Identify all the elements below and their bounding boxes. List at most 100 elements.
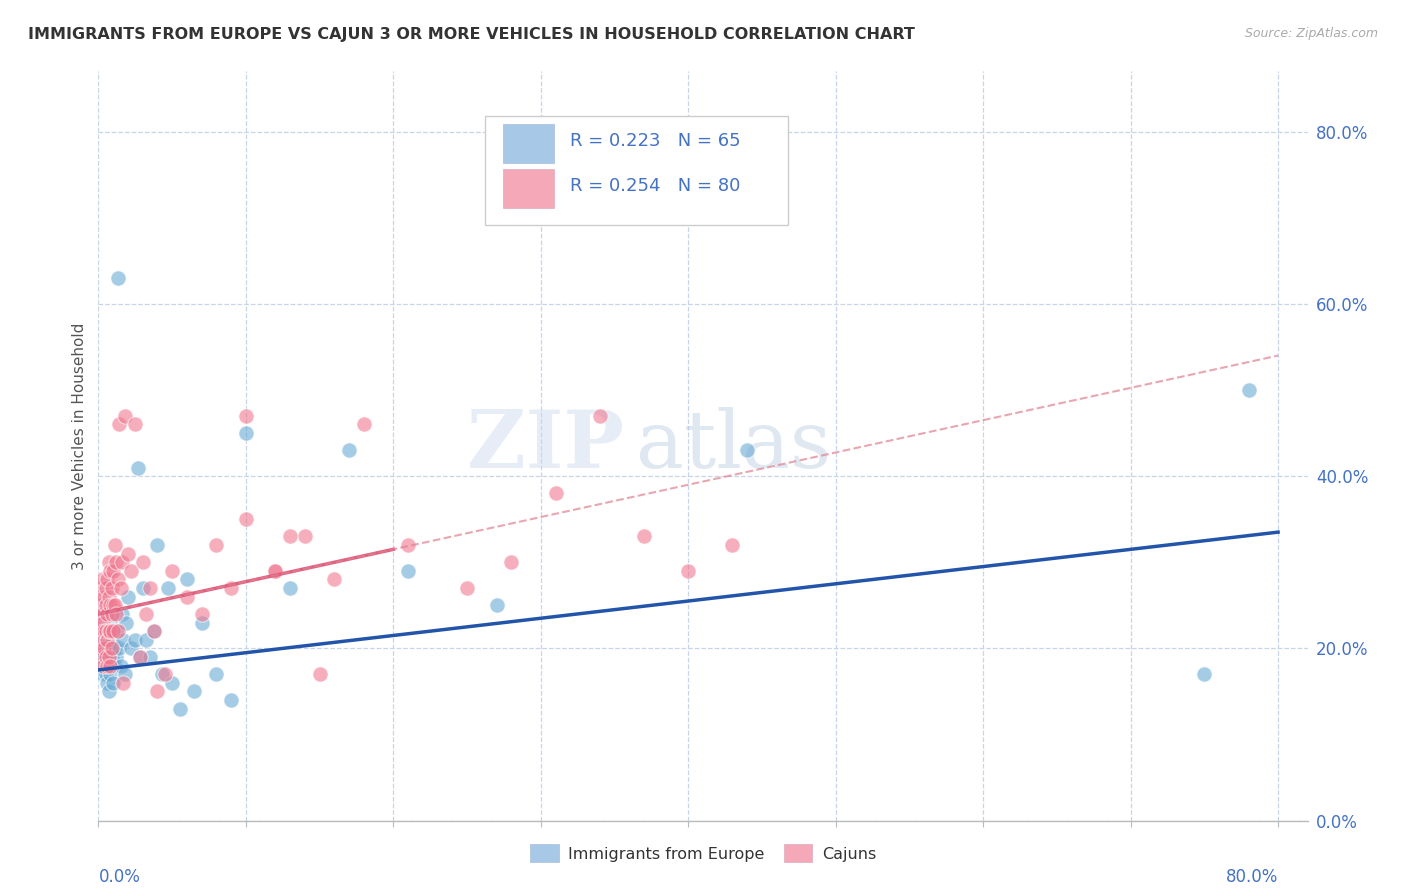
Point	[96, 658, 118, 673]
Text: 0.0%: 0.0%	[98, 868, 141, 886]
Text: R = 0.223   N = 65: R = 0.223 N = 65	[569, 132, 741, 150]
Point	[128, 650, 150, 665]
Point	[101, 564, 124, 578]
Point	[97, 658, 120, 673]
Point	[110, 581, 132, 595]
Point	[98, 667, 121, 681]
Text: ZIP: ZIP	[467, 407, 624, 485]
Point	[90, 581, 112, 595]
Point	[91, 624, 114, 639]
Point	[146, 538, 169, 552]
Point	[219, 693, 242, 707]
Point	[176, 590, 198, 604]
Point	[153, 667, 176, 681]
Point	[219, 581, 242, 595]
Point	[396, 538, 419, 552]
Point	[91, 667, 114, 681]
Point	[100, 581, 122, 595]
Point	[264, 564, 287, 578]
Legend: Immigrants from Europe, Cajuns: Immigrants from Europe, Cajuns	[523, 838, 883, 869]
Point	[91, 658, 114, 673]
Point	[93, 641, 115, 656]
Point	[337, 443, 360, 458]
Point	[112, 632, 135, 647]
Point	[98, 564, 121, 578]
Point	[127, 460, 149, 475]
FancyBboxPatch shape	[503, 169, 554, 208]
Point	[235, 409, 257, 423]
Point	[104, 658, 127, 673]
Point	[91, 650, 114, 665]
Point	[89, 658, 111, 673]
Point	[139, 650, 162, 665]
Point	[294, 529, 316, 543]
Point	[90, 599, 112, 613]
Point	[183, 684, 205, 698]
Point	[456, 581, 478, 595]
Point	[190, 607, 212, 621]
Point	[150, 667, 173, 681]
Point	[96, 676, 118, 690]
Point	[89, 615, 111, 630]
Point	[131, 581, 153, 595]
Point	[93, 590, 115, 604]
Point	[90, 641, 112, 656]
Point	[94, 641, 117, 656]
Point	[96, 573, 118, 587]
Point	[91, 632, 114, 647]
Point	[97, 624, 120, 639]
Point	[108, 417, 131, 432]
Point	[139, 581, 162, 595]
Point	[105, 555, 128, 569]
Point	[633, 529, 655, 543]
Point	[205, 667, 228, 681]
Point	[278, 529, 301, 543]
Point	[94, 667, 117, 681]
Point	[135, 607, 157, 621]
Point	[115, 615, 138, 630]
Point	[90, 650, 112, 665]
Point	[101, 624, 124, 639]
Point	[235, 512, 257, 526]
Point	[146, 684, 169, 698]
Point	[107, 271, 129, 285]
Point	[114, 409, 136, 423]
Point	[264, 564, 287, 578]
Point	[97, 590, 120, 604]
Point	[485, 599, 508, 613]
Point	[104, 538, 127, 552]
Point	[101, 607, 124, 621]
Point	[101, 599, 124, 613]
Point	[143, 624, 166, 639]
Point	[96, 632, 118, 647]
Point	[97, 555, 120, 569]
Point	[128, 650, 150, 665]
Point	[105, 650, 128, 665]
Point	[589, 409, 612, 423]
Point	[91, 573, 114, 587]
Point	[97, 650, 120, 665]
Point	[104, 641, 127, 656]
Point	[131, 555, 153, 569]
Point	[100, 650, 122, 665]
Point	[308, 667, 330, 681]
Point	[111, 555, 134, 569]
Point	[205, 538, 228, 552]
Text: R = 0.254   N = 80: R = 0.254 N = 80	[569, 177, 741, 195]
Point	[96, 650, 118, 665]
Point	[98, 624, 121, 639]
Point	[501, 555, 523, 569]
Point	[91, 607, 114, 621]
Point	[353, 417, 375, 432]
Point	[89, 590, 111, 604]
Point	[169, 701, 191, 715]
Point	[91, 615, 114, 630]
Point	[114, 667, 136, 681]
Point	[107, 624, 129, 639]
Point	[107, 573, 129, 587]
Point	[89, 624, 111, 639]
Point	[101, 624, 124, 639]
Point	[176, 573, 198, 587]
Point	[104, 599, 127, 613]
Text: IMMIGRANTS FROM EUROPE VS CAJUN 3 OR MORE VEHICLES IN HOUSEHOLD CORRELATION CHAR: IMMIGRANTS FROM EUROPE VS CAJUN 3 OR MOR…	[28, 27, 915, 42]
